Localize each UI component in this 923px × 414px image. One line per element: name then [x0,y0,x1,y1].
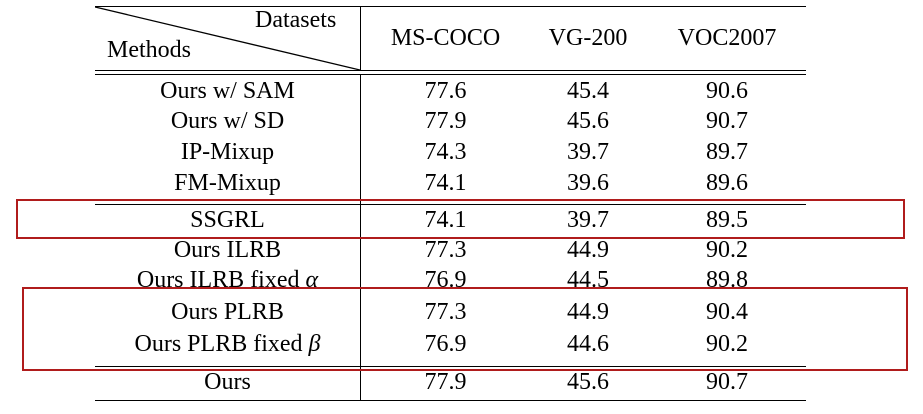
value-cell: 89.6 [706,170,748,196]
value-cell: 44.6 [567,331,609,357]
method-cell: FM-Mixup [174,170,281,196]
value-cell: 39.7 [567,207,609,233]
method-cell: Ours [204,369,251,395]
column-header-vg200: VG-200 [548,25,628,51]
value-cell: 77.9 [424,369,467,395]
datasets-header: Datasets [255,7,337,33]
value-cell: 74.3 [424,139,467,165]
method-cell: Ours PLRB [171,299,284,325]
method-cell: SSGRL [190,207,265,233]
value-cell: 90.7 [706,108,748,134]
value-cell: 90.2 [706,331,748,357]
bottom-rule [95,400,806,401]
value-cell: 77.3 [424,237,467,263]
header-rule-2 [95,74,806,75]
group-rule-2 [95,366,806,367]
value-cell: 74.1 [424,170,467,196]
results-table: Datasets Methods MS-COCO VG-200 VOC2007 … [95,0,806,414]
highlight-box-ssgrl [16,199,905,239]
column-divider [360,6,361,70]
method-cell: Ours w/ SD [170,108,285,134]
methods-header: Methods [107,37,191,63]
value-cell: 74.1 [424,207,467,233]
value-cell: 77.9 [424,108,467,134]
value-cell: 77.3 [424,299,467,325]
group-rule-1 [95,204,806,205]
value-cell: 39.7 [567,139,609,165]
value-cell: 76.9 [424,331,467,357]
value-cell: 90.7 [706,369,748,395]
value-cell: 44.9 [567,237,609,263]
value-cell: 90.6 [706,78,748,104]
diagonal-header-line [95,6,360,70]
value-cell: 39.6 [567,170,609,196]
value-cell: 45.6 [567,108,609,134]
highlight-box-plrb [22,287,908,371]
beta-symbol: β [308,331,321,357]
value-cell: 89.7 [706,139,748,165]
method-cell: Ours ILRB [173,237,282,263]
top-rule [95,6,806,7]
value-cell: 89.5 [706,207,748,233]
value-cell: 45.4 [567,78,609,104]
value-cell: 44.9 [567,299,609,325]
method-cell: IP-Mixup [180,139,275,165]
alpha-symbol: α [305,267,319,293]
value-cell: 90.2 [706,237,748,263]
value-cell: 77.6 [424,78,467,104]
method-cell: Ours w/ SAM [160,78,295,104]
header-rule-1 [95,70,806,71]
method-text: Ours PLRB fixed [134,331,309,357]
value-cell: 90.4 [706,299,748,325]
method-cell: Ours PLRB fixed β [95,330,360,358]
column-header-voc2007: VOC2007 [677,25,777,51]
column-header-mscoco: MS-COCO [390,25,501,51]
value-cell: 45.6 [567,369,609,395]
